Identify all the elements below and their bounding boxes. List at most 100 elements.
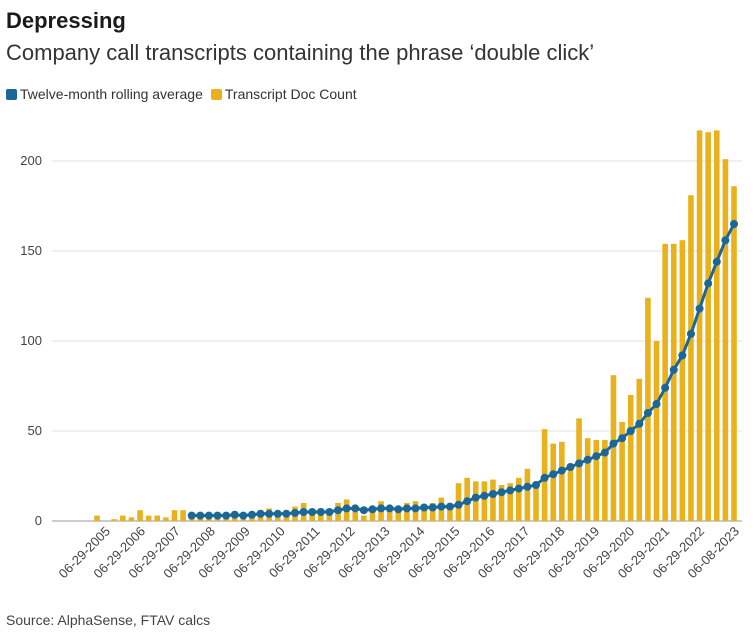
bar bbox=[352, 512, 359, 521]
rolling-average-point bbox=[445, 502, 454, 511]
bar bbox=[533, 483, 539, 521]
rolling-average-point bbox=[204, 511, 213, 520]
rolling-average-point bbox=[428, 503, 437, 512]
rolling-average-point bbox=[532, 481, 541, 489]
rolling-average-point bbox=[557, 466, 566, 475]
rolling-average-point bbox=[497, 488, 506, 497]
rolling-average-point bbox=[721, 236, 730, 245]
rolling-average-point bbox=[454, 500, 463, 509]
bar bbox=[627, 395, 634, 521]
rolling-average-point bbox=[420, 503, 429, 512]
rolling-average-point bbox=[377, 504, 386, 513]
bar bbox=[369, 512, 376, 521]
rolling-average-point bbox=[704, 279, 713, 288]
rolling-average-point bbox=[308, 508, 317, 516]
rolling-average-point bbox=[394, 505, 403, 514]
rolling-average-point bbox=[247, 510, 256, 519]
rolling-average-point bbox=[661, 383, 670, 392]
rolling-average-point bbox=[566, 463, 575, 471]
bar bbox=[662, 243, 668, 522]
rolling-average-point bbox=[265, 509, 274, 518]
bar bbox=[610, 375, 617, 521]
bar bbox=[602, 440, 608, 521]
rolling-average-point bbox=[712, 257, 721, 266]
rolling-average-point bbox=[316, 508, 325, 516]
bar bbox=[180, 510, 186, 521]
rolling-average-point bbox=[334, 506, 343, 515]
legend-label-doc-count: Transcript Doc Count bbox=[224, 86, 357, 102]
rolling-average-point bbox=[273, 509, 282, 518]
rolling-average-point bbox=[437, 502, 446, 511]
rolling-average-point bbox=[351, 504, 360, 513]
bar bbox=[94, 515, 100, 521]
bar bbox=[713, 130, 720, 521]
rolling-average-point bbox=[600, 448, 609, 457]
rolling-average-point bbox=[325, 508, 334, 516]
rolling-average-point bbox=[239, 511, 248, 520]
bar bbox=[550, 443, 557, 521]
rolling-average-point bbox=[299, 508, 308, 516]
rolling-average-point bbox=[626, 427, 635, 435]
bar bbox=[128, 517, 135, 521]
rolling-average-point bbox=[549, 470, 558, 479]
bar bbox=[421, 504, 427, 521]
rolling-average-point bbox=[480, 491, 489, 500]
source-note: Source: AlphaSense, FTAV calcs bbox=[6, 612, 211, 628]
rolling-average-point bbox=[514, 484, 523, 493]
bar bbox=[696, 130, 703, 521]
rolling-average-point bbox=[463, 497, 472, 506]
rolling-average-point bbox=[290, 508, 299, 517]
rolling-average-point bbox=[669, 365, 678, 374]
bar bbox=[679, 240, 686, 521]
bar bbox=[498, 485, 505, 521]
legend-swatch-rolling-average bbox=[6, 88, 17, 100]
y-tick-label: 0 bbox=[35, 513, 42, 528]
bar bbox=[326, 512, 333, 521]
rolling-average-point bbox=[196, 511, 205, 520]
bar bbox=[636, 378, 643, 521]
rolling-average-point bbox=[695, 304, 704, 313]
rolling-average-point bbox=[523, 482, 532, 491]
bar bbox=[619, 422, 625, 521]
legend-item-rolling-average: Twelve-month rolling average bbox=[6, 86, 203, 102]
rolling-average-point bbox=[635, 419, 644, 428]
bar bbox=[567, 463, 574, 521]
bar bbox=[111, 519, 118, 521]
bar bbox=[361, 515, 367, 521]
rolling-average-point bbox=[359, 506, 368, 515]
bar bbox=[584, 438, 591, 521]
bar bbox=[395, 510, 402, 521]
bar bbox=[163, 517, 169, 521]
bar bbox=[120, 515, 126, 521]
bar bbox=[429, 503, 436, 521]
rolling-average-point bbox=[411, 504, 420, 513]
rolling-average-point bbox=[402, 504, 411, 513]
bar bbox=[490, 479, 496, 521]
bar bbox=[593, 440, 600, 521]
chart-subtitle: Company call transcripts containing the … bbox=[6, 40, 595, 65]
rolling-average-point bbox=[592, 452, 601, 461]
bar bbox=[731, 186, 737, 521]
legend-swatch-doc-count bbox=[210, 88, 222, 100]
rolling-average-point bbox=[730, 220, 738, 228]
bar bbox=[559, 441, 565, 521]
y-tick-label: 150 bbox=[20, 243, 42, 258]
bar bbox=[653, 341, 660, 521]
bar bbox=[576, 418, 582, 521]
rolling-average-point bbox=[686, 329, 695, 338]
legend: Twelve-month rolling average Transcript … bbox=[6, 86, 365, 102]
rolling-average-point bbox=[506, 486, 515, 495]
rolling-average-point bbox=[187, 511, 196, 520]
rolling-average-point bbox=[282, 509, 291, 518]
bar bbox=[722, 159, 729, 521]
y-tick-label: 100 bbox=[20, 333, 42, 348]
rolling-average-point bbox=[342, 504, 351, 513]
bar bbox=[145, 515, 152, 521]
rolling-average-point bbox=[385, 504, 394, 513]
rolling-average-point bbox=[583, 455, 592, 464]
rolling-average-point bbox=[471, 493, 480, 502]
rolling-average-point bbox=[618, 434, 627, 443]
bar bbox=[447, 508, 453, 521]
rolling-average-point bbox=[222, 511, 231, 520]
